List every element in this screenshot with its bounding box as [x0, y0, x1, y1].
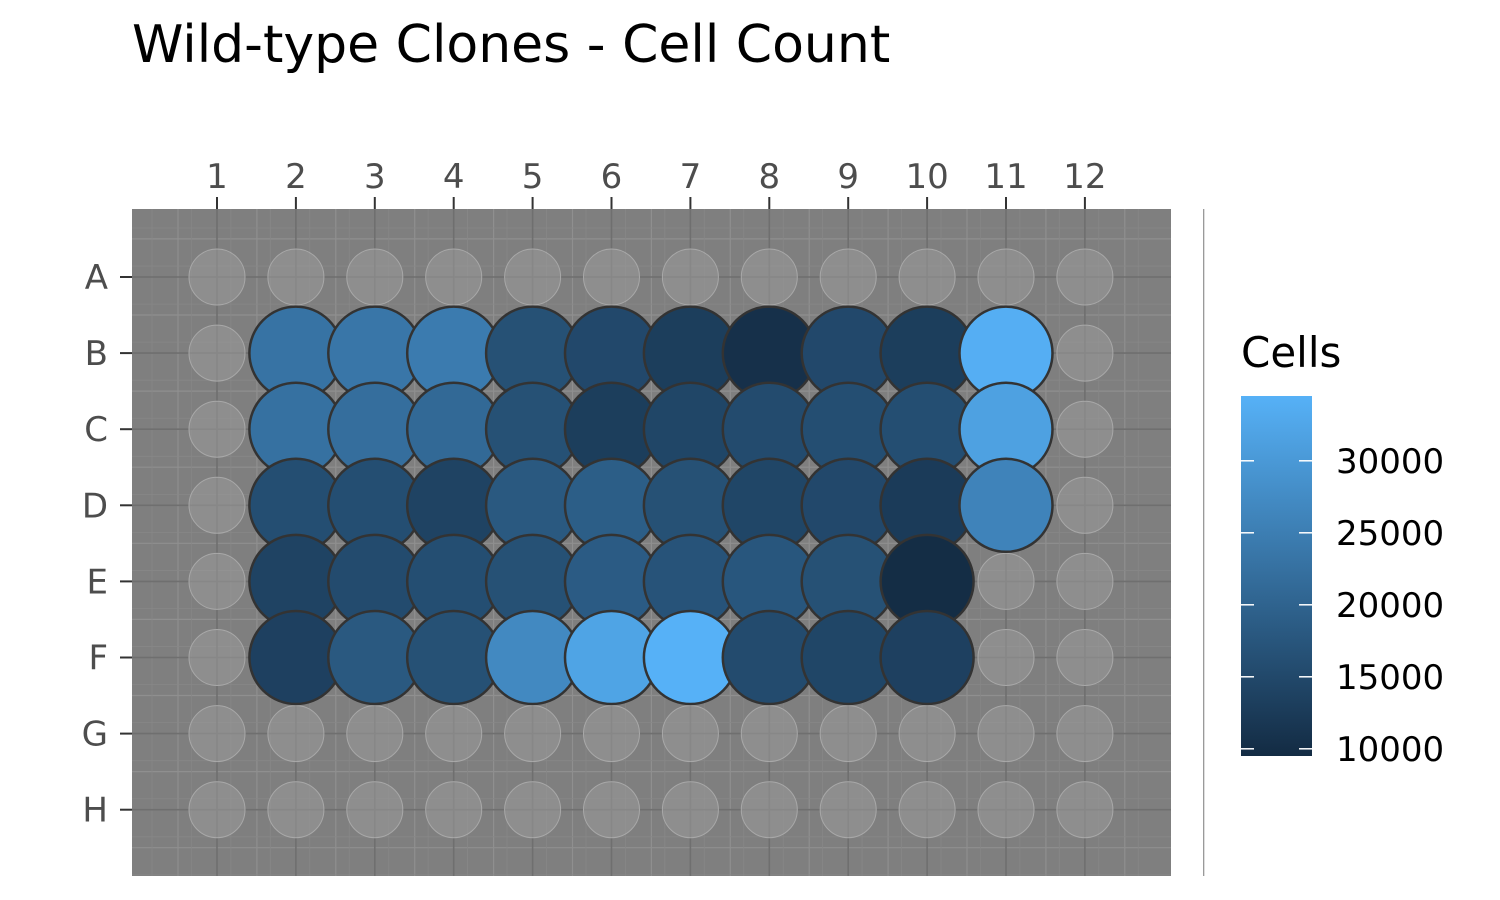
- empty-well: [977, 552, 1035, 610]
- well-D11: [958, 457, 1054, 554]
- empty-well: [898, 705, 956, 763]
- empty-well: [188, 248, 246, 306]
- empty-well: [977, 629, 1035, 686]
- empty-well: [267, 248, 325, 306]
- empty-well: [504, 781, 562, 839]
- legend-label: 15000: [1336, 658, 1444, 698]
- empty-well: [267, 705, 325, 763]
- empty-well: [977, 248, 1035, 306]
- empty-well: [188, 324, 246, 382]
- empty-well: [1056, 324, 1114, 382]
- row-label: F: [88, 639, 108, 679]
- empty-well: [425, 781, 483, 839]
- legend-label: 10000: [1336, 730, 1444, 770]
- empty-well: [504, 705, 562, 763]
- column-axis: 1 2 3 4 5 6 7 8 9 10 11 12: [206, 157, 1107, 209]
- empty-well: [1056, 629, 1114, 686]
- empty-well: [346, 781, 404, 839]
- empty-well: [740, 705, 798, 763]
- chart-title: Wild-type Clones - Cell Count: [132, 15, 890, 75]
- empty-well: [661, 705, 719, 763]
- empty-well: [267, 781, 325, 839]
- column-label: 5: [522, 157, 544, 197]
- row-label: E: [87, 562, 108, 602]
- column-label: 12: [1063, 157, 1106, 197]
- empty-well: [188, 552, 246, 610]
- legend-label: 25000: [1336, 514, 1444, 554]
- empty-well: [1056, 400, 1114, 458]
- empty-well: [583, 248, 640, 306]
- empty-well: [1056, 476, 1114, 534]
- column-label: 7: [680, 157, 702, 197]
- empty-well: [1056, 705, 1114, 763]
- empty-well: [819, 705, 877, 763]
- empty-well: [1056, 781, 1114, 839]
- empty-wells: [188, 248, 1114, 839]
- column-label: 10: [905, 157, 948, 197]
- legend: Cells 10000 15000 20000 25000 30000: [1241, 328, 1444, 770]
- empty-well: [425, 705, 483, 763]
- column-label: 3: [364, 157, 386, 197]
- empty-well: [740, 248, 798, 306]
- empty-well: [188, 629, 246, 686]
- legend-colorbar: [1241, 396, 1312, 756]
- empty-well: [661, 781, 719, 839]
- column-label: 9: [837, 157, 859, 197]
- empty-well: [819, 781, 877, 839]
- column-label: 4: [443, 157, 465, 197]
- empty-well: [819, 248, 877, 306]
- well-F10: [879, 609, 975, 706]
- column-label: 6: [601, 157, 623, 197]
- row-label: C: [84, 410, 108, 450]
- empty-well: [504, 248, 562, 306]
- empty-well: [661, 248, 719, 306]
- column-label: 11: [984, 157, 1027, 197]
- legend-title: Cells: [1241, 328, 1341, 377]
- empty-well: [1056, 248, 1114, 306]
- empty-well: [740, 781, 798, 839]
- column-label: 1: [206, 157, 228, 197]
- empty-well: [188, 705, 246, 763]
- wells: [188, 248, 1114, 839]
- empty-well: [1056, 552, 1114, 610]
- row-label: A: [85, 258, 108, 298]
- empty-well: [425, 248, 483, 306]
- empty-well: [977, 705, 1035, 763]
- row-label: D: [82, 486, 108, 526]
- empty-well: [188, 476, 246, 534]
- column-label: 8: [758, 157, 780, 197]
- empty-well: [583, 705, 640, 763]
- empty-well: [188, 400, 246, 458]
- empty-well: [188, 781, 246, 839]
- empty-well: [346, 705, 404, 763]
- row-label: B: [85, 334, 108, 374]
- empty-well: [583, 781, 640, 839]
- empty-well: [898, 248, 956, 306]
- legend-label: 30000: [1336, 442, 1444, 482]
- filled-wells: [248, 305, 1054, 706]
- row-label: G: [82, 715, 108, 755]
- empty-well: [898, 781, 956, 839]
- column-label: 2: [285, 157, 307, 197]
- row-label: H: [82, 791, 108, 831]
- legend-label: 20000: [1336, 586, 1444, 626]
- empty-well: [346, 248, 404, 306]
- empty-well: [977, 781, 1035, 839]
